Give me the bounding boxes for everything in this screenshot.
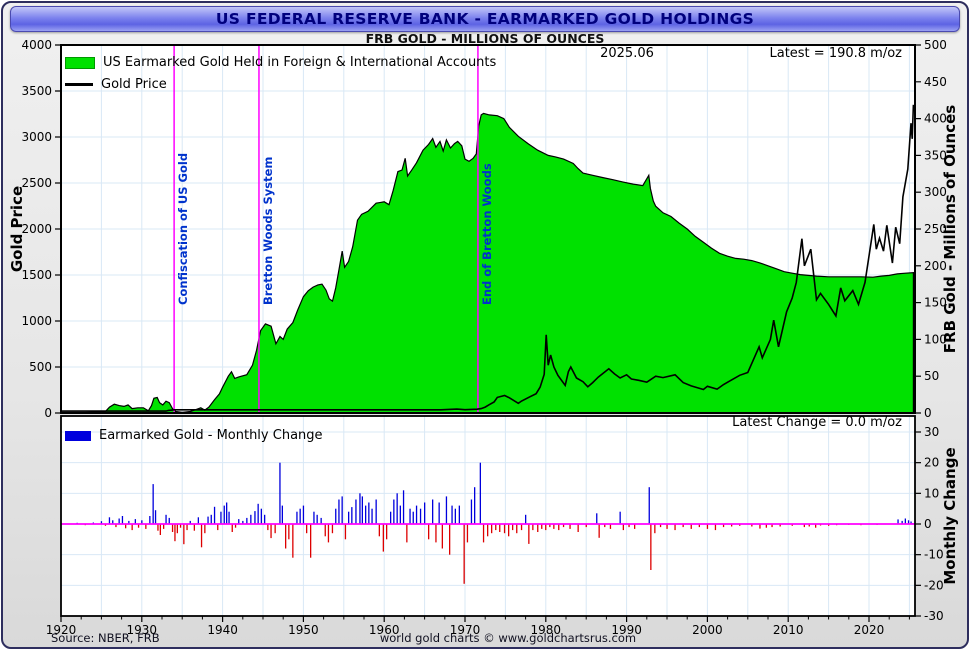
svg-text:0: 0 — [924, 406, 932, 420]
svg-text:200: 200 — [924, 259, 947, 273]
svg-text:4000: 4000 — [21, 38, 52, 52]
chart-canvas: Confiscation of US Gold Bretton Woods Sys… — [21, 38, 947, 637]
source-label: Source: NBER, FRB — [51, 631, 160, 645]
svg-text:500: 500 — [924, 38, 947, 52]
svg-text:10: 10 — [924, 486, 939, 500]
title-bar: US FEDERAL RESERVE BANK - EARMARKED GOLD… — [10, 6, 960, 32]
legend-item-gold-price: Gold Price — [65, 77, 167, 92]
svg-text:300: 300 — [924, 185, 947, 199]
svg-text:1000: 1000 — [21, 314, 52, 328]
svg-text:450: 450 — [924, 75, 947, 89]
svg-text:-30: -30 — [924, 609, 944, 623]
svg-text:500: 500 — [29, 360, 52, 374]
svg-text:-20: -20 — [924, 578, 944, 592]
svg-text:-10: -10 — [924, 548, 944, 562]
svg-text:1990: 1990 — [611, 623, 642, 637]
svg-text:End of Bretton Woods: End of Bretton Woods — [480, 163, 494, 305]
svg-text:250: 250 — [924, 222, 947, 236]
svg-text:30: 30 — [924, 425, 939, 439]
black-line-swatch-icon — [65, 82, 93, 87]
legend-item-monthly-change: Earmarked Gold - Monthly Change — [65, 428, 323, 443]
svg-text:1500: 1500 — [21, 268, 52, 282]
green-area-swatch-icon — [65, 56, 95, 69]
date-label: 2025.06 — [600, 46, 654, 61]
svg-text:20: 20 — [924, 456, 939, 470]
right-axis-title-bottom: Monthly Change — [941, 447, 959, 585]
svg-text:Bretton Woods System: Bretton Woods System — [261, 157, 275, 305]
svg-text:0: 0 — [924, 517, 932, 531]
svg-text:1960: 1960 — [369, 623, 400, 637]
svg-text:1940: 1940 — [207, 623, 238, 637]
legend-label: US Earmarked Gold Held in Foreign & Inte… — [103, 55, 497, 70]
left-axis-title: Gold Price — [8, 185, 26, 273]
svg-text:3500: 3500 — [21, 84, 52, 98]
svg-text:2000: 2000 — [21, 222, 52, 236]
legend-item-earmarked-gold: US Earmarked Gold Held in Foreign & Inte… — [65, 55, 496, 70]
svg-text:150: 150 — [924, 296, 947, 310]
svg-text:50: 50 — [924, 369, 939, 383]
svg-text:0: 0 — [44, 406, 52, 420]
legend-label: Earmarked Gold - Monthly Change — [99, 428, 323, 443]
legend-label: Gold Price — [101, 77, 167, 92]
svg-text:350: 350 — [924, 148, 947, 162]
chart-subtitle: FRB GOLD - MILLIONS OF OUNCES — [365, 31, 605, 46]
svg-text:1980: 1980 — [531, 623, 562, 637]
svg-text:1920: 1920 — [46, 623, 77, 637]
svg-text:400: 400 — [924, 112, 947, 126]
right-axis-title-top: FRB Gold - Millions of Ounces — [941, 104, 959, 354]
svg-text:2010: 2010 — [773, 623, 804, 637]
svg-text:2020: 2020 — [854, 623, 885, 637]
latest-change-label: Latest Change = 0.0 m/oz — [732, 415, 902, 430]
svg-text:2000: 2000 — [692, 623, 723, 637]
svg-text:100: 100 — [924, 332, 947, 346]
svg-text:Confiscation of US Gold: Confiscation of US Gold — [176, 153, 190, 305]
svg-text:1950: 1950 — [288, 623, 319, 637]
latest-value-label: Latest = 190.8 m/oz — [769, 46, 902, 61]
svg-text:1970: 1970 — [450, 623, 481, 637]
svg-text:2500: 2500 — [21, 176, 52, 190]
credit-label: world gold charts © www.goldchartsrus.co… — [379, 631, 637, 645]
svg-text:3000: 3000 — [21, 130, 52, 144]
svg-text:1930: 1930 — [127, 623, 158, 637]
blue-bar-swatch-icon — [65, 430, 91, 441]
page-title: US FEDERAL RESERVE BANK - EARMARKED GOLD… — [215, 10, 755, 28]
